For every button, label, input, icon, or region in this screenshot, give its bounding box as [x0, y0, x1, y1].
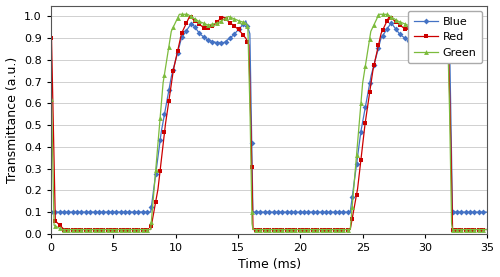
Blue [48, 211, 54, 214]
Line: Red: Red [48, 14, 490, 232]
Green [344, 228, 349, 231]
Legend: Blue, Red, Green: Blue, Red, Green [408, 11, 482, 63]
Blue [162, 108, 168, 112]
Green [213, 22, 219, 25]
Red [61, 228, 67, 231]
Red [260, 228, 266, 231]
Red [48, 37, 54, 40]
Line: Green: Green [48, 12, 490, 232]
Blue [343, 211, 349, 214]
Green [48, 98, 54, 101]
Blue [212, 41, 218, 44]
Red [484, 228, 490, 231]
Green [176, 12, 182, 16]
Red [213, 22, 219, 25]
Red [186, 15, 192, 18]
Blue [442, 19, 448, 22]
Y-axis label: Transmittance (a.u.): Transmittance (a.u.) [6, 57, 18, 183]
Blue [222, 41, 228, 44]
Green [71, 228, 77, 231]
Green [260, 228, 266, 231]
Green [484, 228, 490, 231]
Line: Blue: Blue [49, 19, 490, 216]
Blue [484, 211, 490, 214]
Red [344, 228, 349, 231]
Green [162, 67, 168, 71]
X-axis label: Time (ms): Time (ms) [238, 258, 300, 271]
Green [58, 228, 64, 231]
Blue [260, 211, 266, 214]
Blue [71, 211, 77, 214]
Green [222, 17, 228, 20]
Red [222, 17, 228, 20]
Red [71, 228, 77, 231]
Red [162, 124, 168, 127]
Blue [450, 212, 456, 216]
